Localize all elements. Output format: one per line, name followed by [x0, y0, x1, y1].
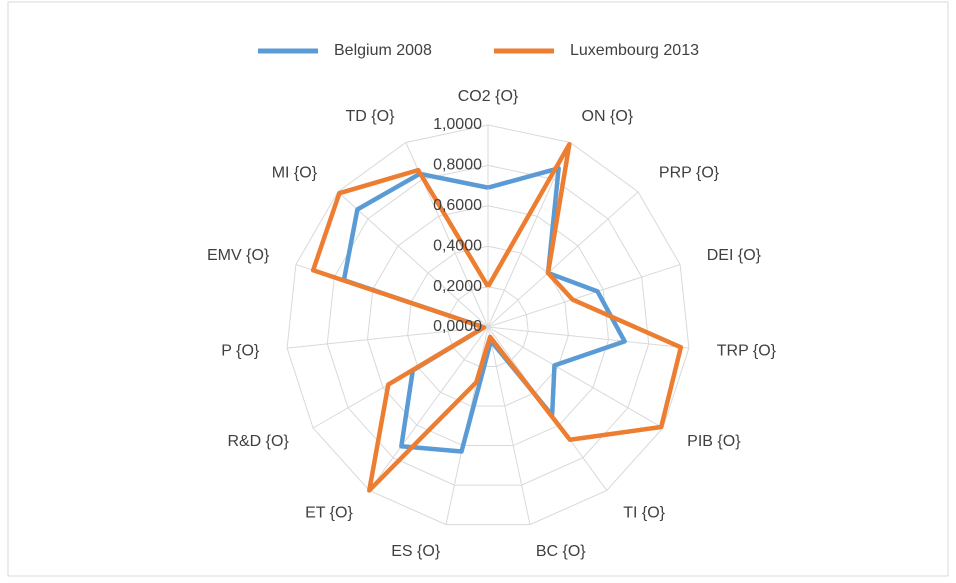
category-label: PRP {O}: [659, 164, 720, 181]
category-label: CO2 {O}: [458, 88, 519, 105]
spoke: [287, 326, 489, 349]
spoke: [368, 326, 489, 491]
y-tick-label: 0,0000: [433, 318, 482, 335]
category-label: TRP {O}: [717, 342, 777, 359]
grid-line: [447, 286, 529, 368]
category-label: DEI {O}: [707, 247, 762, 264]
category-label: ET {O}: [305, 504, 353, 521]
grid-line: [366, 205, 610, 447]
y-tick-label: 0,6000: [433, 197, 482, 214]
spoke: [487, 326, 531, 525]
category-label: TI {O}: [623, 504, 665, 521]
spoke: [487, 326, 689, 349]
legend-label: Luxembourg 2013: [570, 42, 699, 59]
category-label: EMV {O}: [207, 247, 270, 264]
category-label: TD {O}: [346, 108, 396, 125]
spoke: [487, 264, 681, 328]
category-label: ON {O}: [582, 108, 634, 125]
category-label: P {O}: [221, 342, 260, 359]
series-line: [310, 142, 684, 493]
category-label: R&D {O}: [227, 433, 289, 450]
y-tick-label: 0,8000: [433, 157, 482, 174]
series-line: [341, 166, 627, 454]
y-tick-label: 1,0000: [433, 116, 482, 133]
category-label: MI {O}: [272, 164, 318, 181]
category-label: ES {O}: [391, 543, 441, 560]
y-tick-label: 0,4000: [433, 237, 482, 254]
y-tick-label: 0,2000: [433, 278, 482, 295]
grid-line: [407, 245, 569, 407]
spoke: [337, 191, 489, 328]
legend-label: Belgium 2008: [334, 42, 432, 59]
spoke: [487, 191, 639, 328]
category-label: PIB {O}: [687, 433, 741, 450]
category-label: BC {O}: [536, 543, 586, 560]
grid-line: [286, 124, 690, 526]
spoke: [487, 326, 664, 429]
